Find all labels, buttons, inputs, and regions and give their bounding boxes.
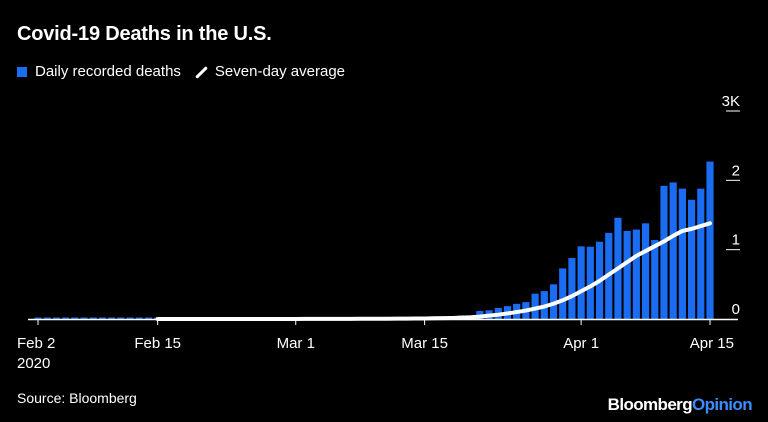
bar <box>623 230 631 319</box>
bar <box>126 317 134 319</box>
brand-logo: BloombergOpinion <box>607 395 753 415</box>
legend: Daily recorded deaths Seven-day average <box>17 63 357 80</box>
legend-item-seven-day-average: Seven-day average <box>193 63 345 80</box>
source-note: Source: Bloomberg <box>17 390 137 406</box>
chart-title: Covid-19 Deaths in the U.S. <box>17 23 272 45</box>
bar <box>135 317 143 319</box>
bar <box>697 188 705 319</box>
bar <box>98 317 107 319</box>
brand-logo-part-1: Bloomberg <box>607 395 693 414</box>
bar <box>52 317 60 319</box>
bar <box>651 239 659 319</box>
bar <box>43 317 51 319</box>
bar <box>531 293 539 319</box>
bar <box>688 199 696 319</box>
bar <box>632 229 640 319</box>
bar <box>577 246 585 319</box>
legend-label-seven-day-average: Seven-day average <box>214 63 346 80</box>
bar <box>34 317 42 319</box>
brand-logo-part-2: Opinion <box>691 395 753 414</box>
bar <box>559 268 567 319</box>
y-tick-label: 1 <box>732 232 740 249</box>
x-tick-label: Feb 2 2020 <box>17 335 55 372</box>
y-tick-label: 3K <box>722 93 740 110</box>
bar-swatch <box>17 66 27 77</box>
bar <box>144 317 153 319</box>
bar <box>678 188 686 319</box>
bar <box>80 317 88 319</box>
series-line-seven-day-average <box>155 221 712 321</box>
bar <box>89 317 97 319</box>
x-tick-label: Apr 15 <box>690 335 734 352</box>
bar <box>568 257 576 319</box>
y-tick-label: 2 <box>732 162 740 179</box>
legend-item-daily-deaths: Daily recorded deaths <box>17 63 181 80</box>
bar <box>62 317 70 319</box>
bar <box>71 317 79 319</box>
bar <box>108 317 116 319</box>
x-tick-label: Apr 1 <box>563 335 599 352</box>
x-tick-label: Feb 15 <box>134 335 181 352</box>
bar <box>706 161 714 319</box>
bar <box>586 246 594 319</box>
x-tick-label: Mar 15 <box>401 335 448 352</box>
bar <box>660 185 668 319</box>
legend-label-daily-deaths: Daily recorded deaths <box>35 63 181 80</box>
y-tick-label: 0 <box>732 301 740 318</box>
x-tick-label: Mar 1 <box>277 335 315 352</box>
bar <box>641 223 650 319</box>
bar <box>669 182 677 319</box>
bar <box>117 317 125 319</box>
